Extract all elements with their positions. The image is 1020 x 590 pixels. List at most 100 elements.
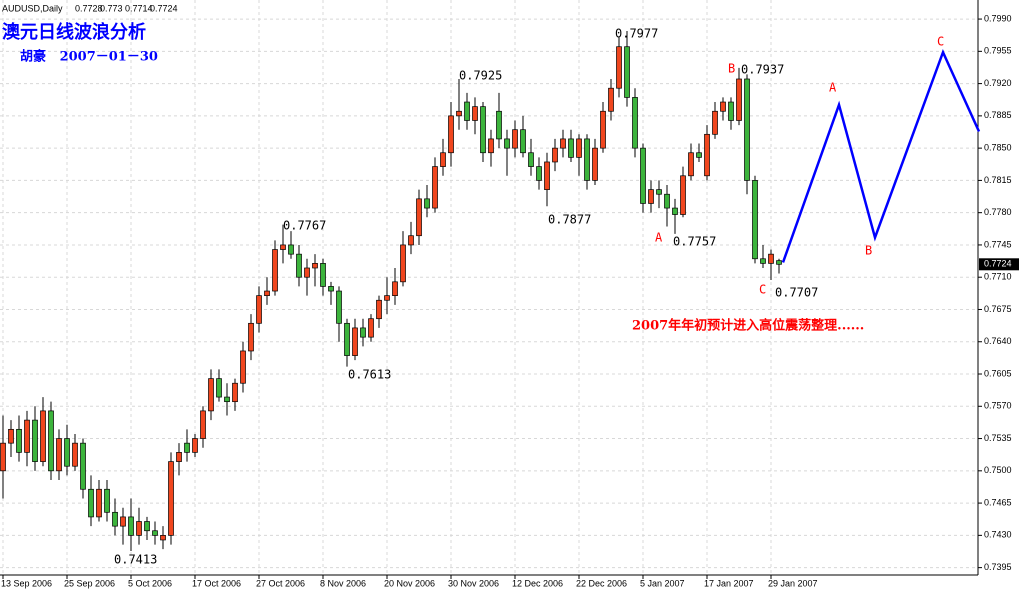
candle-body: [736, 78, 742, 121]
candle-body: [568, 138, 574, 158]
candle-body: [768, 253, 774, 264]
candle-body: [456, 110, 462, 117]
y-tick-label: 0.7605: [984, 368, 1012, 378]
candle-body: [256, 295, 262, 324]
candle-body: [648, 189, 654, 204]
candle-body: [96, 488, 102, 518]
candle-body: [720, 101, 726, 112]
candle-body: [232, 382, 238, 403]
candle-body: [8, 428, 14, 444]
y-tick-label: 0.7885: [984, 110, 1012, 120]
candle-body: [376, 299, 382, 320]
candle-body: [520, 129, 526, 154]
candle-body: [200, 410, 206, 439]
candle-body: [656, 189, 662, 195]
x-tick-label: 12 Dec 2006: [512, 578, 563, 588]
candle-body: [464, 101, 470, 121]
x-tick-label: 30 Nov 2006: [448, 578, 499, 588]
x-tick-label: 13 Sep 2006: [1, 578, 52, 588]
candle-body: [480, 106, 486, 154]
wave-label: C: [937, 35, 944, 49]
candle-body: [400, 244, 406, 283]
subtitle: 胡豪 2007－01－30: [20, 49, 158, 65]
candle-body: [744, 78, 750, 181]
candle-body: [112, 511, 118, 527]
y-tick-label: 0.7430: [984, 530, 1012, 540]
candle-body: [384, 295, 390, 301]
candle-body: [696, 152, 702, 158]
candle-body: [56, 438, 62, 472]
candle-body: [136, 521, 142, 536]
candle-body: [472, 106, 478, 121]
candle-body: [312, 263, 318, 269]
y-tick-label: 0.7850: [984, 143, 1012, 153]
header-close: 0.7724: [150, 3, 178, 13]
candle-body: [680, 175, 686, 215]
candle-body: [32, 419, 38, 462]
candle-body: [72, 442, 78, 467]
y-tick-label: 0.7780: [984, 207, 1012, 217]
y-tick-label: 0.7535: [984, 433, 1012, 443]
candle-body: [536, 166, 542, 181]
candle-body: [160, 535, 166, 541]
candle-body: [432, 166, 438, 209]
wave-label: A: [655, 231, 663, 245]
candle-body: [624, 46, 630, 98]
x-tick-label: 17 Oct 2006: [192, 578, 241, 588]
candle-body: [664, 193, 670, 209]
candle-body: [440, 152, 446, 167]
candle-body: [40, 410, 46, 462]
candle-body: [64, 438, 70, 467]
y-tick-label: 0.7710: [984, 272, 1012, 282]
candle-body: [560, 138, 566, 149]
x-tick-label: 25 Sep 2006: [64, 578, 115, 588]
chart-title: 澳元日线波浪分析: [2, 21, 146, 43]
candle-body: [248, 322, 254, 352]
y-tick-label: 0.7395: [984, 562, 1012, 572]
candle-body: [240, 350, 246, 384]
candle-body: [408, 235, 414, 246]
candle-body: [608, 87, 614, 112]
candle-body: [672, 207, 678, 215]
y-tick-label: 0.7500: [984, 465, 1012, 475]
y-tick-label: 0.7990: [984, 13, 1012, 23]
x-tick-label: 17 Jan 2007: [704, 578, 754, 588]
candle-body: [16, 428, 22, 453]
candle-body: [632, 97, 638, 149]
candle-body: [640, 147, 646, 204]
candle-body: [416, 198, 422, 237]
x-tick-label: 20 Nov 2006: [384, 578, 435, 588]
candle-body: [128, 516, 134, 536]
note: 2007年年初预计进入高位震荡整理......: [632, 318, 864, 334]
candles: [0, 31, 782, 552]
y-tick-label: 0.7640: [984, 336, 1012, 346]
candle-body: [352, 327, 358, 356]
candle-body: [448, 115, 454, 154]
candle-body: [688, 152, 694, 177]
candle-body: [120, 516, 126, 527]
candle-body: [192, 438, 198, 453]
candle-body: [296, 253, 302, 278]
candle-body: [224, 396, 230, 403]
candle-body: [488, 138, 494, 154]
candle-body: [304, 267, 310, 278]
wave-label: C: [759, 283, 766, 297]
candle-body: [704, 133, 710, 177]
candle-body: [424, 198, 430, 209]
price-annotation: 0.7757: [673, 235, 716, 249]
current-price-box: [979, 258, 1019, 271]
candle-body: [328, 286, 334, 292]
candle-body: [288, 244, 294, 255]
candle-body: [272, 249, 278, 292]
grid: [0, 0, 978, 575]
candle-body: [760, 258, 766, 264]
candle-body: [168, 461, 174, 536]
price-annotation: 0.7707: [775, 286, 818, 300]
y-tick-label: 0.7815: [984, 175, 1012, 185]
candle-body: [104, 488, 110, 513]
y-tick-label: 0.7955: [984, 46, 1012, 56]
price-annotation: 0.7613: [348, 368, 391, 382]
y-tick-label: 0.7465: [984, 497, 1012, 507]
